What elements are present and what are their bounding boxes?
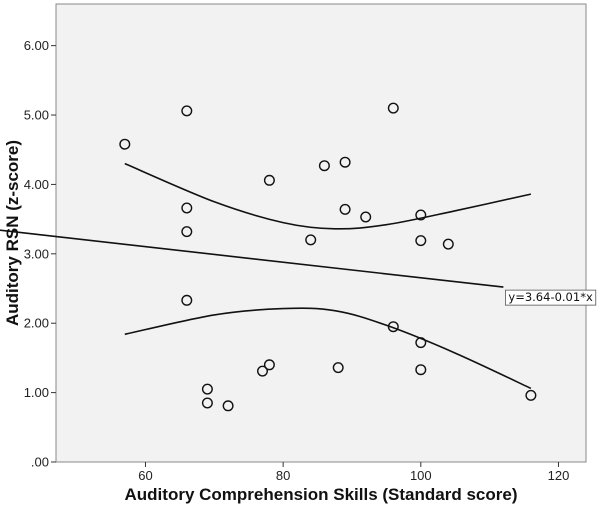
x-tick-label: 100 (410, 468, 432, 483)
data-point (257, 365, 269, 377)
data-point (181, 105, 193, 117)
y-tick-label: 1.00 (24, 385, 49, 400)
data-point (442, 238, 454, 250)
x-axis-title: Auditory Comprehension Skills (Standard … (125, 485, 518, 504)
y-tick-label: 2.00 (24, 316, 49, 331)
confidence-band-upper (124, 162, 532, 230)
data-point (339, 203, 351, 215)
fit-line-group (0, 229, 504, 288)
x-tick-label: 60 (138, 468, 152, 483)
y-axis-title: Auditory RSN (z-score) (3, 140, 22, 326)
equation-text: y=3.64-0.01*x (508, 290, 593, 304)
data-point (387, 102, 399, 114)
x-axis: 60 80 100 120 (138, 462, 569, 483)
data-point (263, 174, 275, 186)
data-point (360, 211, 372, 223)
equation-box (505, 289, 597, 306)
data-point (201, 383, 213, 395)
plot-background (55, 3, 587, 463)
data-points (119, 102, 537, 412)
data-point (263, 359, 275, 371)
y-tick-label: 6.00 (24, 38, 49, 53)
data-point (415, 209, 427, 221)
y-tick-label: 4.00 (24, 177, 49, 192)
fit-line (0, 229, 504, 288)
data-point (181, 294, 193, 306)
y-tick-label: 5.00 (24, 108, 49, 123)
data-point (332, 362, 344, 374)
confidence-band-lower (124, 307, 532, 390)
data-point (181, 226, 193, 238)
data-point (387, 321, 399, 333)
data-point (525, 389, 537, 401)
data-point (119, 138, 131, 150)
y-tick-label: .00 (31, 455, 49, 470)
y-axis: .00 1.00 2.00 3.00 4.00 5.00 6.00 (24, 38, 56, 470)
data-point (415, 364, 427, 376)
data-point (181, 202, 193, 214)
data-point (305, 234, 317, 246)
x-tick-label: 80 (276, 468, 290, 483)
data-point (201, 397, 213, 409)
data-point (318, 160, 330, 172)
y-tick-label: 3.00 (24, 246, 49, 261)
data-point (222, 400, 234, 412)
data-point (415, 337, 427, 349)
equation-label: y=3.64-0.01*x (505, 289, 597, 306)
x-tick-label: 120 (548, 468, 570, 483)
data-point (415, 235, 427, 247)
confidence-band (124, 162, 532, 390)
data-point (339, 156, 351, 168)
